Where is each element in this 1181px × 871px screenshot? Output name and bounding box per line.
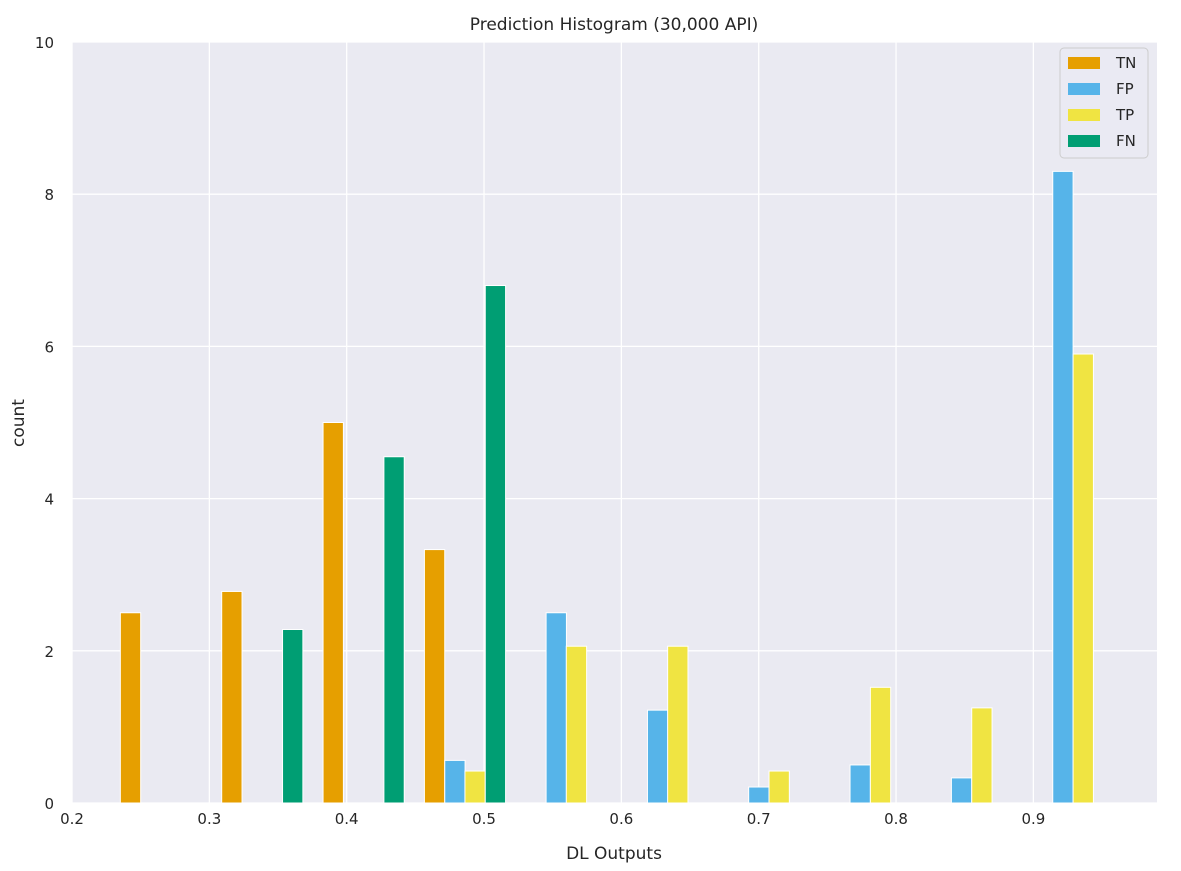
y-tick-label: 0 (44, 795, 54, 813)
plot-area (72, 42, 1157, 803)
x-tick-label: 0.7 (747, 810, 771, 828)
x-tick-label: 0.2 (60, 810, 84, 828)
bar-fp (950, 777, 973, 804)
x-tick-label: 0.8 (884, 810, 908, 828)
bar-fn (383, 456, 405, 804)
legend-label-fn: FN (1116, 132, 1136, 150)
bar-tn (423, 549, 446, 804)
bar-tp (971, 707, 993, 804)
x-tick-label: 0.4 (335, 810, 359, 828)
y-tick-label: 4 (44, 491, 54, 509)
y-tick-labels: 0 2 4 6 8 10 (35, 34, 54, 813)
y-tick-label: 6 (44, 338, 54, 356)
x-tick-label: 0.5 (472, 810, 496, 828)
bar-fp (545, 612, 567, 804)
bar-fp (849, 764, 871, 804)
y-tick-label: 2 (44, 643, 54, 661)
x-tick-label: 0.9 (1021, 810, 1045, 828)
x-tick-labels: 0.2 0.3 0.4 0.5 0.6 0.7 0.8 0.9 (60, 810, 1045, 828)
bar-tn (322, 422, 344, 804)
bar-tn (119, 612, 142, 804)
bar-tp (464, 770, 486, 804)
bar-tp (565, 645, 588, 804)
y-tick-label: 8 (44, 186, 54, 204)
bar-fn (282, 628, 304, 804)
legend-swatch-fn (1068, 135, 1100, 147)
grid-lines (71, 41, 1157, 804)
bar-fn (484, 285, 507, 804)
legend: TN FP TP FN (1059, 47, 1149, 159)
legend-swatch-tn (1068, 57, 1100, 69)
bar-tn (221, 590, 243, 804)
bar-fp (748, 786, 770, 804)
y-axis-label: count (9, 399, 29, 447)
legend-swatch-tp (1068, 109, 1100, 121)
y-tick-label: 10 (35, 34, 54, 52)
chart-title: Prediction Histogram (30,000 API) (470, 15, 759, 35)
x-tick-label: 0.6 (609, 810, 633, 828)
bar-fp (1052, 170, 1074, 804)
legend-swatch-fp (1068, 83, 1100, 95)
bar-fp (646, 709, 669, 804)
legend-label-tn: TN (1115, 54, 1136, 72)
bars (119, 170, 1094, 804)
bar-tp (1072, 353, 1094, 804)
legend-label-fp: FP (1116, 80, 1134, 98)
bar-fp (444, 759, 466, 804)
bar-tp (869, 686, 892, 804)
bar-tp (667, 645, 689, 804)
x-tick-label: 0.3 (197, 810, 221, 828)
legend-box (1059, 47, 1149, 159)
legend-label-tp: TP (1115, 106, 1134, 124)
bar-tp (768, 770, 790, 804)
x-axis-label: DL Outputs (566, 844, 662, 864)
